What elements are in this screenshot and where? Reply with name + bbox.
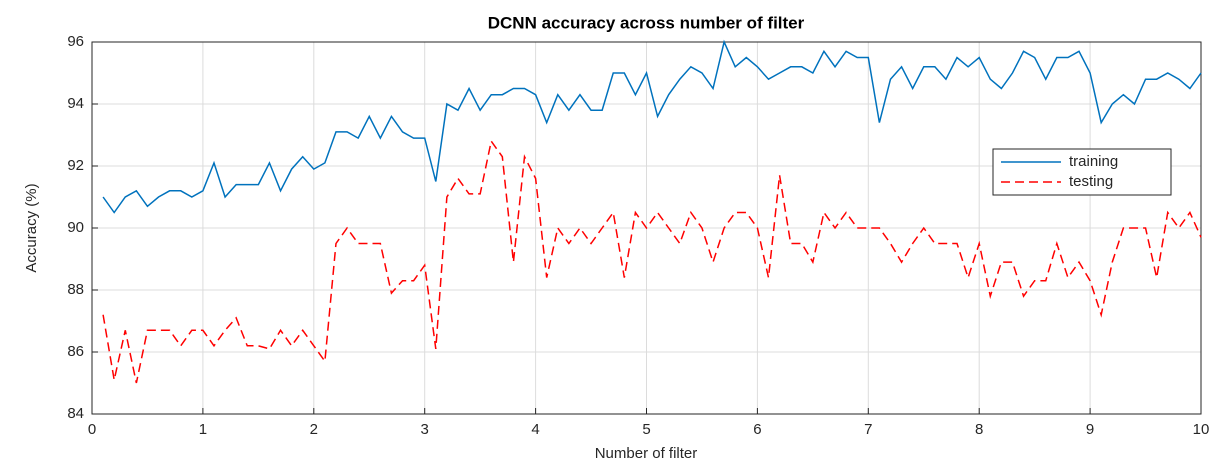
y-tick-label: 88 — [67, 281, 84, 298]
x-tick-label: 3 — [421, 421, 429, 438]
y-tick-label: 96 — [67, 33, 84, 50]
x-axis-label: Number of filter — [595, 445, 698, 462]
y-tick-label: 90 — [67, 219, 84, 236]
x-tick-label: 8 — [975, 421, 983, 438]
legend-label: testing — [1069, 173, 1113, 190]
y-tick-label: 92 — [67, 157, 84, 174]
x-tick-label: 0 — [88, 421, 96, 438]
x-tick-label: 9 — [1086, 421, 1094, 438]
plot-frame — [91, 41, 1202, 415]
x-tick-label: 6 — [753, 421, 761, 438]
x-tick-label: 7 — [864, 421, 872, 438]
legend-label: training — [1069, 153, 1118, 170]
y-tick-label: 94 — [67, 95, 84, 112]
chart-title: DCNN accuracy across number of filter — [488, 13, 805, 32]
x-tick-label: 5 — [642, 421, 650, 438]
x-tick-label: 2 — [310, 421, 318, 438]
y-tick-label: 84 — [67, 405, 84, 422]
data-line — [102, 139, 1202, 384]
y-tick-label: 86 — [67, 343, 84, 360]
x-tick-label: 4 — [531, 421, 539, 438]
legend-box — [992, 148, 1172, 196]
x-tick-label: 1 — [199, 421, 207, 438]
x-tick-label: 10 — [1193, 421, 1210, 438]
data-line — [102, 39, 1202, 214]
y-axis-label: Accuracy (%) — [23, 183, 40, 272]
